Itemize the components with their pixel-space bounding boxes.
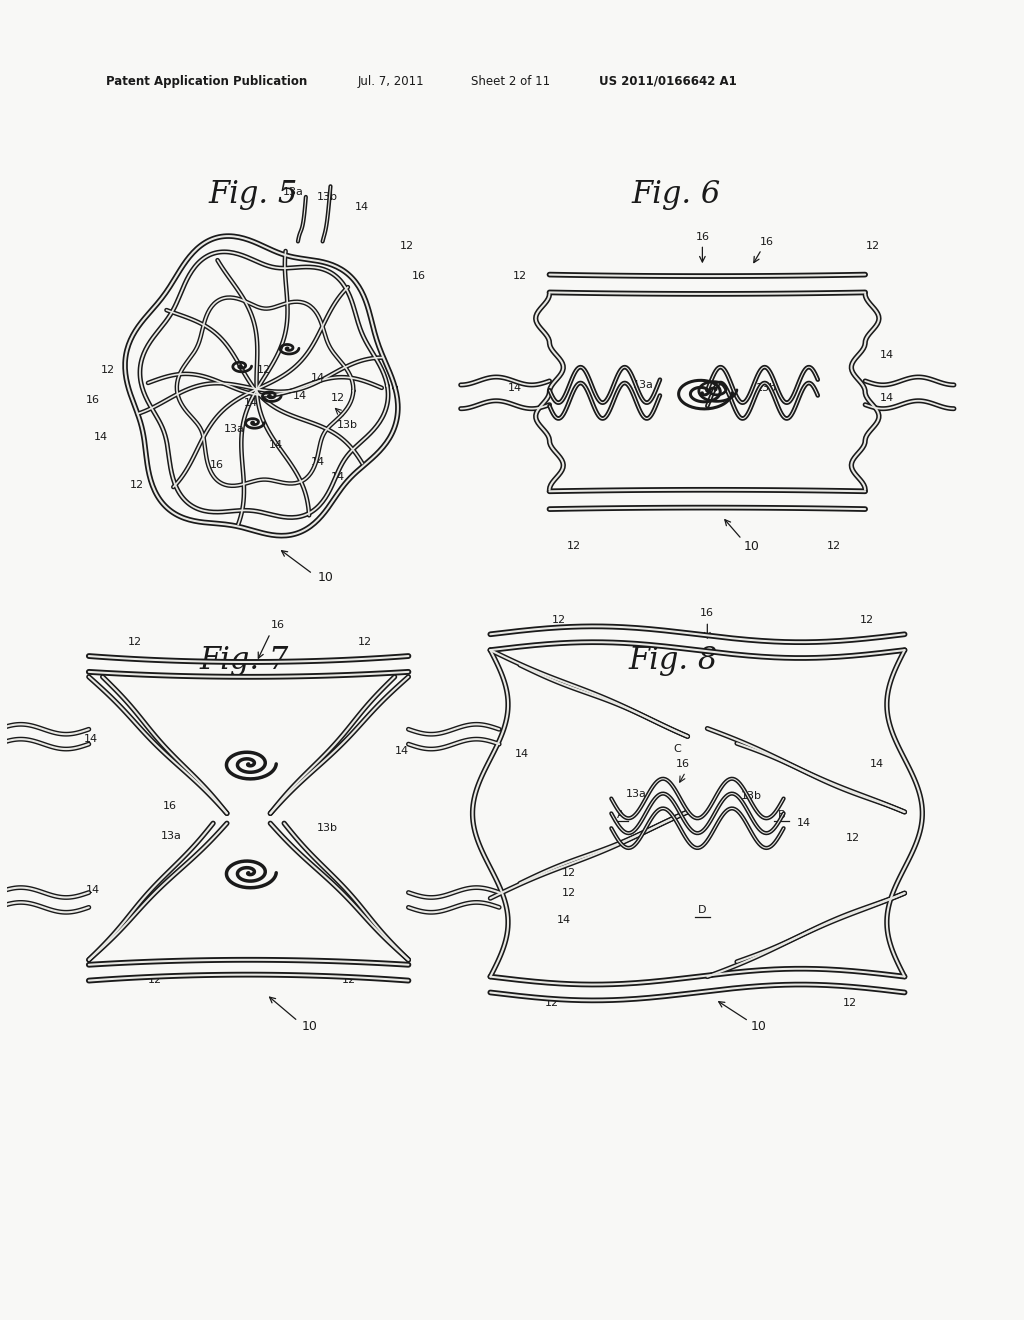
Text: 14: 14: [880, 350, 894, 360]
Text: 14: 14: [331, 473, 344, 482]
Text: 16: 16: [163, 801, 177, 812]
Text: 16: 16: [695, 231, 710, 242]
Text: 12: 12: [256, 366, 270, 375]
Text: 14: 14: [310, 374, 325, 383]
Text: 14: 14: [310, 457, 325, 467]
Text: Patent Application Publication: Patent Application Publication: [105, 75, 307, 87]
Text: 12: 12: [552, 615, 566, 626]
Text: D: D: [698, 906, 707, 915]
Text: 12: 12: [562, 867, 577, 878]
Text: 13b: 13b: [741, 791, 762, 800]
Text: 12: 12: [545, 998, 558, 1008]
Text: 14: 14: [394, 746, 409, 756]
Text: 10: 10: [317, 572, 334, 585]
Text: 13b: 13b: [337, 421, 357, 430]
Text: Fig. 5: Fig. 5: [209, 180, 298, 210]
Text: 12: 12: [130, 480, 144, 490]
Text: 12: 12: [399, 242, 414, 251]
Text: 16: 16: [760, 238, 773, 247]
Text: 12: 12: [342, 974, 356, 985]
Text: 16: 16: [271, 620, 286, 631]
Text: 16: 16: [700, 609, 715, 619]
Text: 13a: 13a: [626, 788, 647, 799]
Text: Fig. 8: Fig. 8: [628, 644, 718, 676]
Text: 14: 14: [557, 915, 571, 925]
Text: 14: 14: [93, 433, 108, 442]
Text: 13a: 13a: [633, 380, 653, 389]
Text: 13b: 13b: [317, 191, 338, 202]
Text: Sheet 2 of 11: Sheet 2 of 11: [471, 75, 550, 87]
Text: 12: 12: [562, 887, 577, 898]
Text: US 2011/0166642 A1: US 2011/0166642 A1: [599, 75, 736, 87]
Text: Fig. 7: Fig. 7: [199, 644, 289, 676]
Text: 12: 12: [866, 242, 880, 251]
Text: 16: 16: [676, 759, 689, 768]
Text: 12: 12: [567, 541, 582, 552]
Text: 12: 12: [100, 366, 115, 375]
Text: 14: 14: [880, 393, 894, 403]
Text: 13a: 13a: [223, 425, 245, 434]
Text: Fig. 6: Fig. 6: [631, 180, 720, 210]
Text: 14: 14: [870, 759, 884, 768]
Text: 14: 14: [508, 383, 522, 393]
Text: 12: 12: [846, 833, 860, 843]
Text: 12: 12: [358, 638, 372, 647]
Text: 12: 12: [128, 638, 142, 647]
Text: 10: 10: [751, 1019, 767, 1032]
Text: 12: 12: [860, 615, 874, 626]
Text: 14: 14: [84, 734, 98, 744]
Text: 14: 14: [515, 748, 529, 759]
Text: 12: 12: [844, 998, 857, 1008]
Text: 16: 16: [86, 395, 99, 405]
Text: Jul. 7, 2011: Jul. 7, 2011: [357, 75, 424, 87]
Text: 13b: 13b: [317, 824, 338, 833]
Text: 16: 16: [210, 461, 224, 470]
Text: 12: 12: [826, 541, 841, 552]
Text: 14: 14: [86, 884, 99, 895]
Text: 13a: 13a: [283, 187, 303, 197]
Text: B: B: [777, 810, 785, 820]
Text: C: C: [674, 744, 682, 754]
Text: 14: 14: [293, 391, 307, 401]
Text: A: A: [616, 810, 625, 820]
Text: 16: 16: [413, 271, 426, 281]
Text: 12: 12: [331, 393, 344, 403]
Text: 14: 14: [355, 202, 369, 211]
Text: 10: 10: [302, 1019, 317, 1032]
Text: 14: 14: [269, 441, 284, 450]
Text: 14: 14: [244, 397, 258, 408]
Text: 14: 14: [797, 818, 811, 828]
Text: 12: 12: [513, 271, 527, 281]
Text: 10: 10: [743, 540, 760, 553]
Text: 13b: 13b: [756, 383, 777, 393]
Text: 13a: 13a: [161, 832, 182, 841]
Text: 12: 12: [147, 974, 162, 985]
